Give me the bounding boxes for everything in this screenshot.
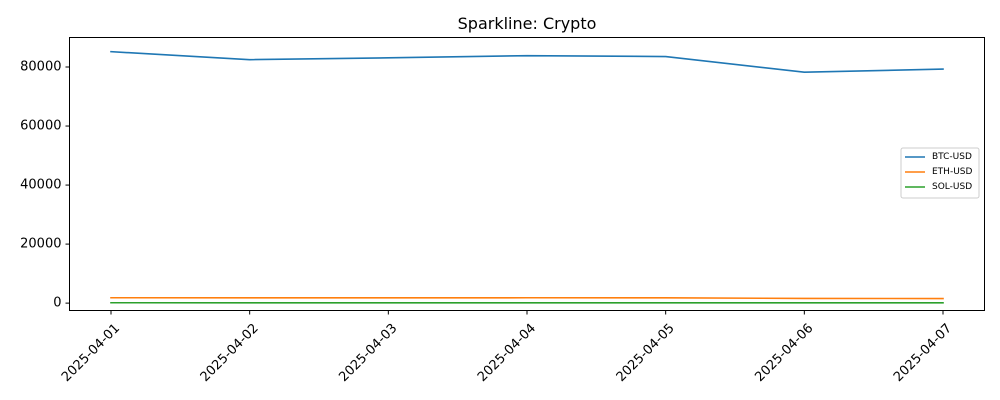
plot-area <box>110 50 944 304</box>
chart-title: Sparkline: Crypto <box>458 14 597 33</box>
legend-box <box>900 147 980 199</box>
legend-label: ETH-USD <box>932 167 972 177</box>
series-line-btc-usd <box>110 50 944 73</box>
y-axis: 0 20000 40000 60000 80000 <box>20 60 70 311</box>
y-tick-label: 40000 <box>20 178 61 193</box>
legend-label: BTC-USD <box>932 152 972 162</box>
y-tick-label: 80000 <box>20 60 61 75</box>
y-tick-label: 0 <box>53 296 61 311</box>
legend-label: SOL-USD <box>932 182 972 192</box>
series-line-eth-usd <box>110 296 944 300</box>
y-tick-label: 60000 <box>20 119 61 134</box>
y-tick-label: 20000 <box>20 237 61 252</box>
legend: BTC-USD ETH-USD SOL-USD <box>900 147 980 199</box>
